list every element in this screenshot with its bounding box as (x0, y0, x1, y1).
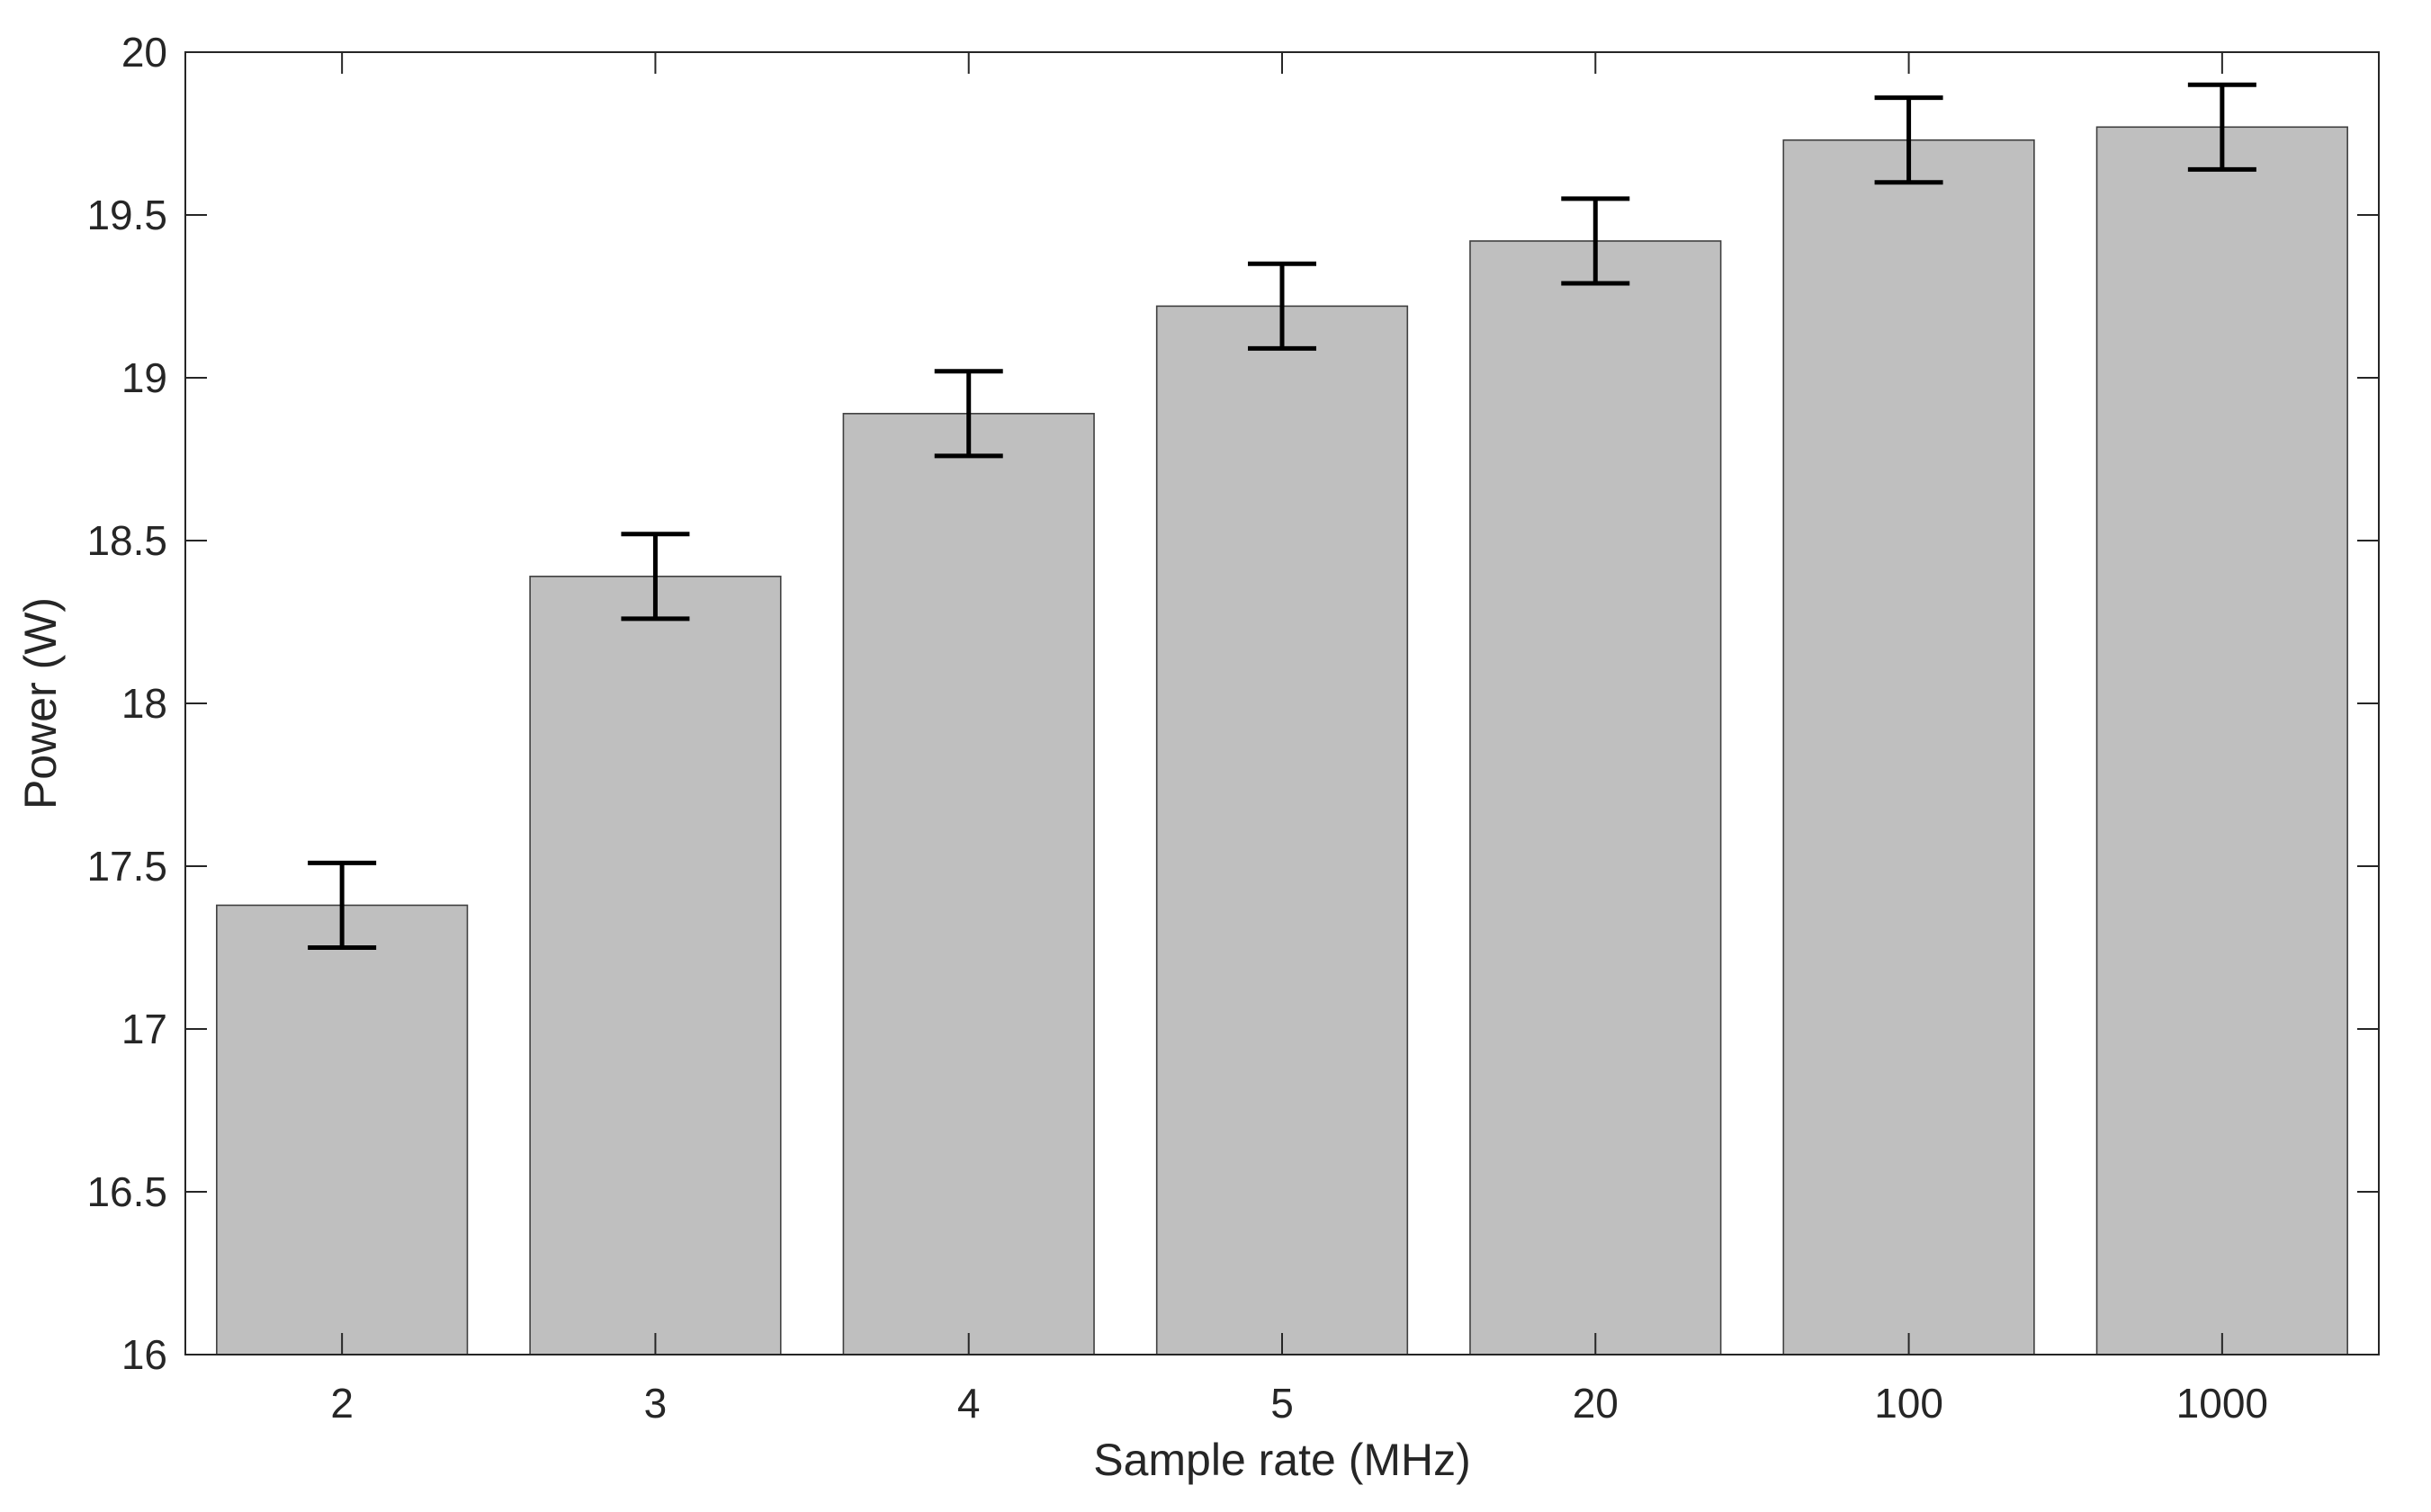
y-tick-label: 19.5 (86, 192, 167, 238)
x-tick-label: 5 (1270, 1380, 1294, 1427)
x-tick-label: 100 (1874, 1380, 1943, 1427)
y-tick-label: 17 (121, 1006, 167, 1052)
x-tick-label: 1000 (2176, 1380, 2268, 1427)
bar-3 (529, 576, 782, 1355)
axes-layer (184, 51, 2380, 1355)
bar-20 (1469, 240, 1722, 1355)
y-axis-label: Power (W) (15, 597, 66, 810)
x-tick-label: 20 (1573, 1380, 1619, 1427)
error-bar-4 (934, 369, 1003, 459)
bars-layer (216, 126, 2348, 1355)
error-bars-layer (308, 82, 2256, 950)
labels-layer: Sample rate (MHz) Power (W) 16 16.5 17 17.5… (15, 29, 2268, 1485)
y-tick-label: 17.5 (86, 843, 167, 890)
x-tick-label: 4 (957, 1380, 981, 1427)
bar-2 (216, 904, 469, 1355)
y-tick-label: 20 (121, 29, 167, 76)
error-bar-20 (1561, 196, 1630, 286)
error-bar-2 (308, 860, 377, 950)
bar-4 (842, 413, 1095, 1355)
x-axis-label: Sample rate (MHz) (1093, 1435, 1471, 1485)
y-tick-label: 16 (121, 1331, 167, 1378)
bar-5 (1155, 305, 1409, 1355)
bar-1000 (2095, 126, 2348, 1355)
x-tick-label: 3 (644, 1380, 668, 1427)
error-bar-5 (1248, 261, 1316, 351)
error-bar-1000 (2187, 82, 2256, 172)
y-tick-label: 18.5 (86, 517, 167, 564)
y-tick-label: 19 (121, 354, 167, 401)
error-bar-100 (1874, 95, 1943, 185)
y-tick-label: 18 (121, 680, 167, 727)
y-tick-label: 16.5 (86, 1168, 167, 1215)
error-bar-3 (621, 532, 690, 622)
bar-100 (1782, 139, 2035, 1355)
x-tick-label: 2 (330, 1380, 354, 1427)
